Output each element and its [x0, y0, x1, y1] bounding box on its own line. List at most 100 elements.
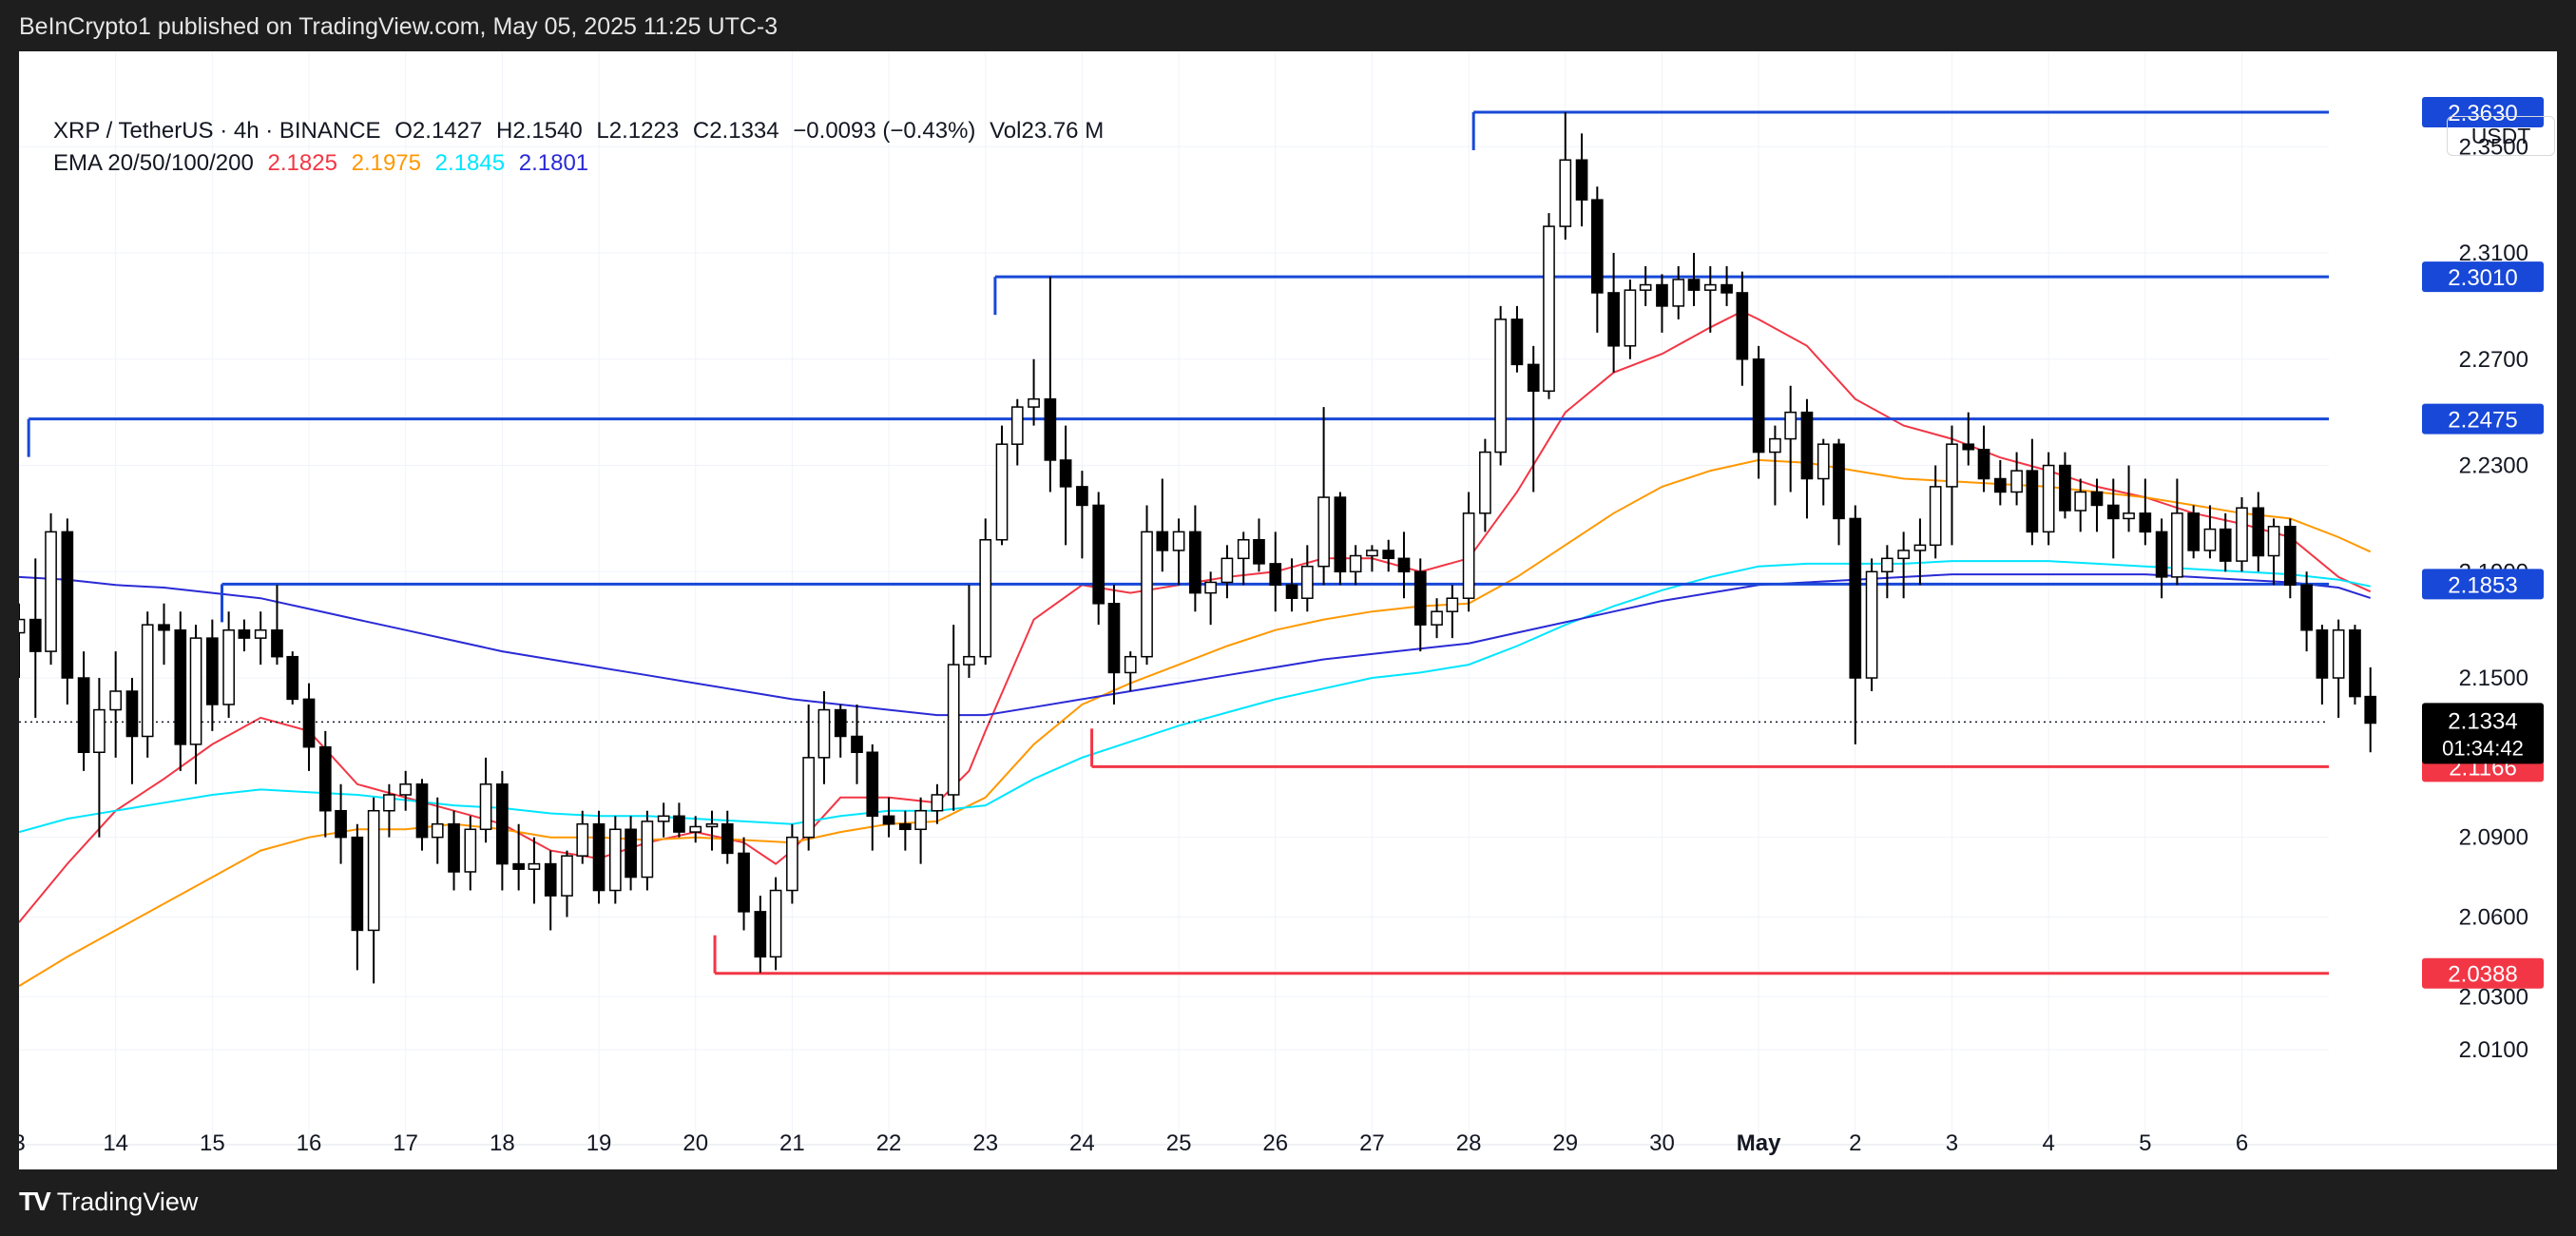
candle-body [2106, 504, 2120, 520]
currency-button[interactable]: USDT [2447, 116, 2555, 156]
candle-body [1300, 565, 1314, 599]
volume-value: 23.76 M [1021, 118, 1105, 144]
candle-body [1913, 544, 1927, 551]
candle-body [367, 809, 380, 932]
candle-body [1059, 459, 1072, 488]
candle-body [2171, 512, 2183, 578]
candle-body [286, 655, 299, 701]
price-labels: 2.36302.30102.24752.18532.11662.03882.13… [2422, 96, 2544, 989]
price-chart[interactable]: 31415161718192021222324252627282930May23… [19, 51, 2557, 1169]
ema-label[interactable]: EMA 20/50/100/200 [53, 150, 254, 176]
candle-body [641, 821, 654, 879]
candle-body [802, 757, 816, 839]
candle-body [963, 655, 975, 666]
candle-body [1527, 363, 1540, 393]
ema100-value: 2.1845 [434, 150, 506, 176]
publisher-text: BeInCrypto1 published on TradingView.com… [19, 13, 779, 40]
candle-body [93, 708, 106, 754]
candle-body [174, 628, 187, 745]
candle-body [1800, 411, 1814, 480]
candle-body [1189, 531, 1201, 594]
candle-body [2364, 695, 2377, 724]
candle-body [1624, 289, 1637, 347]
candle-body [1269, 563, 1282, 587]
resistance-price-tag [2422, 261, 2544, 293]
candle-body [1672, 279, 1685, 307]
candle-body [817, 708, 831, 759]
tradingview-brand[interactable]: TV TradingView [19, 1187, 198, 1217]
x-tick-label: 20 [682, 1130, 708, 1156]
candle-body [109, 690, 123, 711]
candle-body [2203, 528, 2217, 551]
candle-body [222, 628, 235, 705]
candle-body [1607, 292, 1620, 347]
candle-body [1559, 159, 1572, 227]
candle-body [1736, 292, 1749, 360]
candle-body [1479, 451, 1491, 514]
symbol-label[interactable]: XRP / TetherUS · 4h · BINANCE [53, 118, 381, 144]
candle-body [206, 637, 219, 705]
ema20-value: 2.1825 [267, 150, 337, 176]
candle-body [1366, 550, 1378, 557]
candle-body [29, 618, 42, 652]
candle-body [786, 836, 798, 892]
support-price-label: 2.0388 [2448, 962, 2517, 988]
chart-area[interactable]: 31415161718192021222324252627282930May23… [19, 51, 2557, 1169]
candle-body [448, 822, 460, 873]
candle-body [141, 624, 154, 738]
candle-body [1687, 279, 1701, 291]
candle-body [399, 783, 413, 796]
y-tick-label: 2.2300 [2459, 454, 2528, 479]
candle-body [1849, 517, 1862, 679]
x-tick-label: 18 [490, 1130, 515, 1156]
candle-body [1543, 225, 1555, 393]
candle-body [721, 822, 734, 855]
candle-body [1334, 496, 1347, 573]
candle-body [1962, 443, 1975, 451]
candle-body [1446, 597, 1459, 612]
candle-body [302, 698, 316, 748]
candle-body [754, 911, 767, 958]
candle-body [1993, 477, 2007, 493]
support-price-tag [2422, 957, 2544, 989]
low-label: L [596, 118, 609, 144]
candle-body [2300, 584, 2313, 631]
y-tick-label: 2.0900 [2459, 825, 2528, 851]
x-tick-label: May [1737, 1130, 1781, 1156]
candle-body [1897, 550, 1910, 560]
candle-body [61, 531, 74, 679]
y-tick-label: 2.0100 [2459, 1037, 2528, 1063]
change-value: −0.0093 (−0.43%) [793, 118, 976, 144]
open-label: O [394, 118, 413, 144]
candle-body [189, 637, 202, 745]
candle-body [673, 815, 685, 833]
x-tick-label: 17 [393, 1130, 418, 1156]
candle-body [45, 531, 57, 652]
candle-body [834, 708, 847, 738]
candle-body [1156, 531, 1169, 551]
candle-body [1010, 406, 1024, 445]
candle-body [1784, 411, 1797, 440]
candle-body [1397, 557, 1411, 573]
ema-legend: EMA 20/50/100/200 2.1825 2.1975 2.1845 2… [53, 150, 596, 177]
candles [19, 111, 2377, 984]
close-label: C [692, 118, 710, 144]
candle-body [851, 735, 863, 754]
candle-body [464, 828, 477, 873]
candle-body [2059, 464, 2071, 512]
candle-body [931, 794, 944, 812]
candle-body [2252, 507, 2265, 557]
x-tick-label: 15 [200, 1130, 225, 1156]
candle-body [479, 783, 492, 831]
candle-body [2090, 491, 2104, 507]
y-tick-label: 2.2700 [2459, 347, 2528, 373]
ema-line-ema200 [19, 573, 2372, 717]
candle-body [1124, 655, 1137, 674]
candle-body [1044, 397, 1057, 461]
candle-body [866, 751, 879, 818]
candle-body [1349, 554, 1362, 573]
x-tick-label: 16 [297, 1130, 322, 1156]
candle-body [544, 862, 557, 897]
x-tick-label: 5 [2139, 1130, 2151, 1156]
ema-line-ema50 [19, 458, 2372, 987]
